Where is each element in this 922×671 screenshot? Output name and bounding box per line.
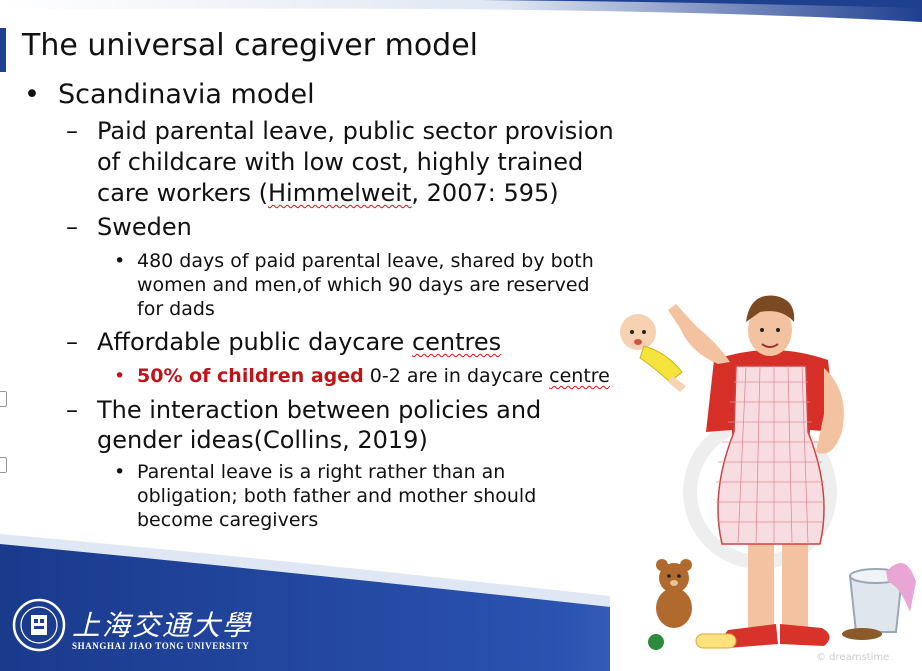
sweden-detail-line-2: women and men,of which 90 days are reser… xyxy=(137,274,590,296)
interaction-detail-line-3: become caregivers xyxy=(137,509,319,531)
paid-leave-line-1: Paid parental leave, public sector provi… xyxy=(97,117,614,145)
interaction-detail-line-1: Parental leave is a right rather than an xyxy=(137,461,506,483)
slide-title: The universal caregiver model xyxy=(22,28,479,63)
bullet-scandinavia: Scandinavia model xyxy=(58,79,315,110)
university-name-chinese: 上海交通大學 xyxy=(72,609,253,642)
stock-watermark: © dreamstime xyxy=(816,652,890,663)
bullet-dash: – xyxy=(66,213,78,241)
bullet-dot: • xyxy=(114,461,126,483)
paid-leave-line-3: care workers (Himmelweit, 2007: 595) xyxy=(97,179,559,207)
sweden-detail-line-1: 480 days of paid parental leave, shared … xyxy=(137,250,594,272)
university-logo xyxy=(12,598,66,652)
citation-author: Himmelweit xyxy=(268,179,412,207)
daycare-highlight: 50% of children aged xyxy=(137,365,364,387)
interaction-line-2: gender ideas(Collins, 2019) xyxy=(97,426,428,454)
sweden-detail-line-3: for dads xyxy=(137,298,215,320)
interaction-line-1: The interaction between policies and xyxy=(97,396,542,424)
resize-handle[interactable] xyxy=(0,391,7,407)
interaction-detail-line-2: obligation; both father and mother shoul… xyxy=(137,485,537,507)
title-accent-bar xyxy=(0,28,6,72)
bullet-daycare: Affordable public daycare centres xyxy=(97,328,502,356)
bullet-dash: – xyxy=(66,117,78,145)
bullet-dash: – xyxy=(66,328,78,356)
top-decorative-band xyxy=(0,0,922,22)
resize-handle[interactable] xyxy=(0,457,7,473)
bullet-dot: • xyxy=(24,79,40,110)
bullet-sweden: Sweden xyxy=(97,213,192,241)
father-baby-illustration xyxy=(610,295,922,671)
daycare-detail: 50% of children aged 0-2 are in daycare … xyxy=(137,365,610,387)
university-name-english: SHANGHAI JIAO TONG UNIVERSITY xyxy=(72,641,250,651)
bullet-dot: • xyxy=(114,365,126,387)
paid-leave-line-2: of childcare with low cost, highly train… xyxy=(97,148,584,176)
bullet-dot: • xyxy=(114,250,126,272)
bullet-dash: – xyxy=(66,396,78,424)
